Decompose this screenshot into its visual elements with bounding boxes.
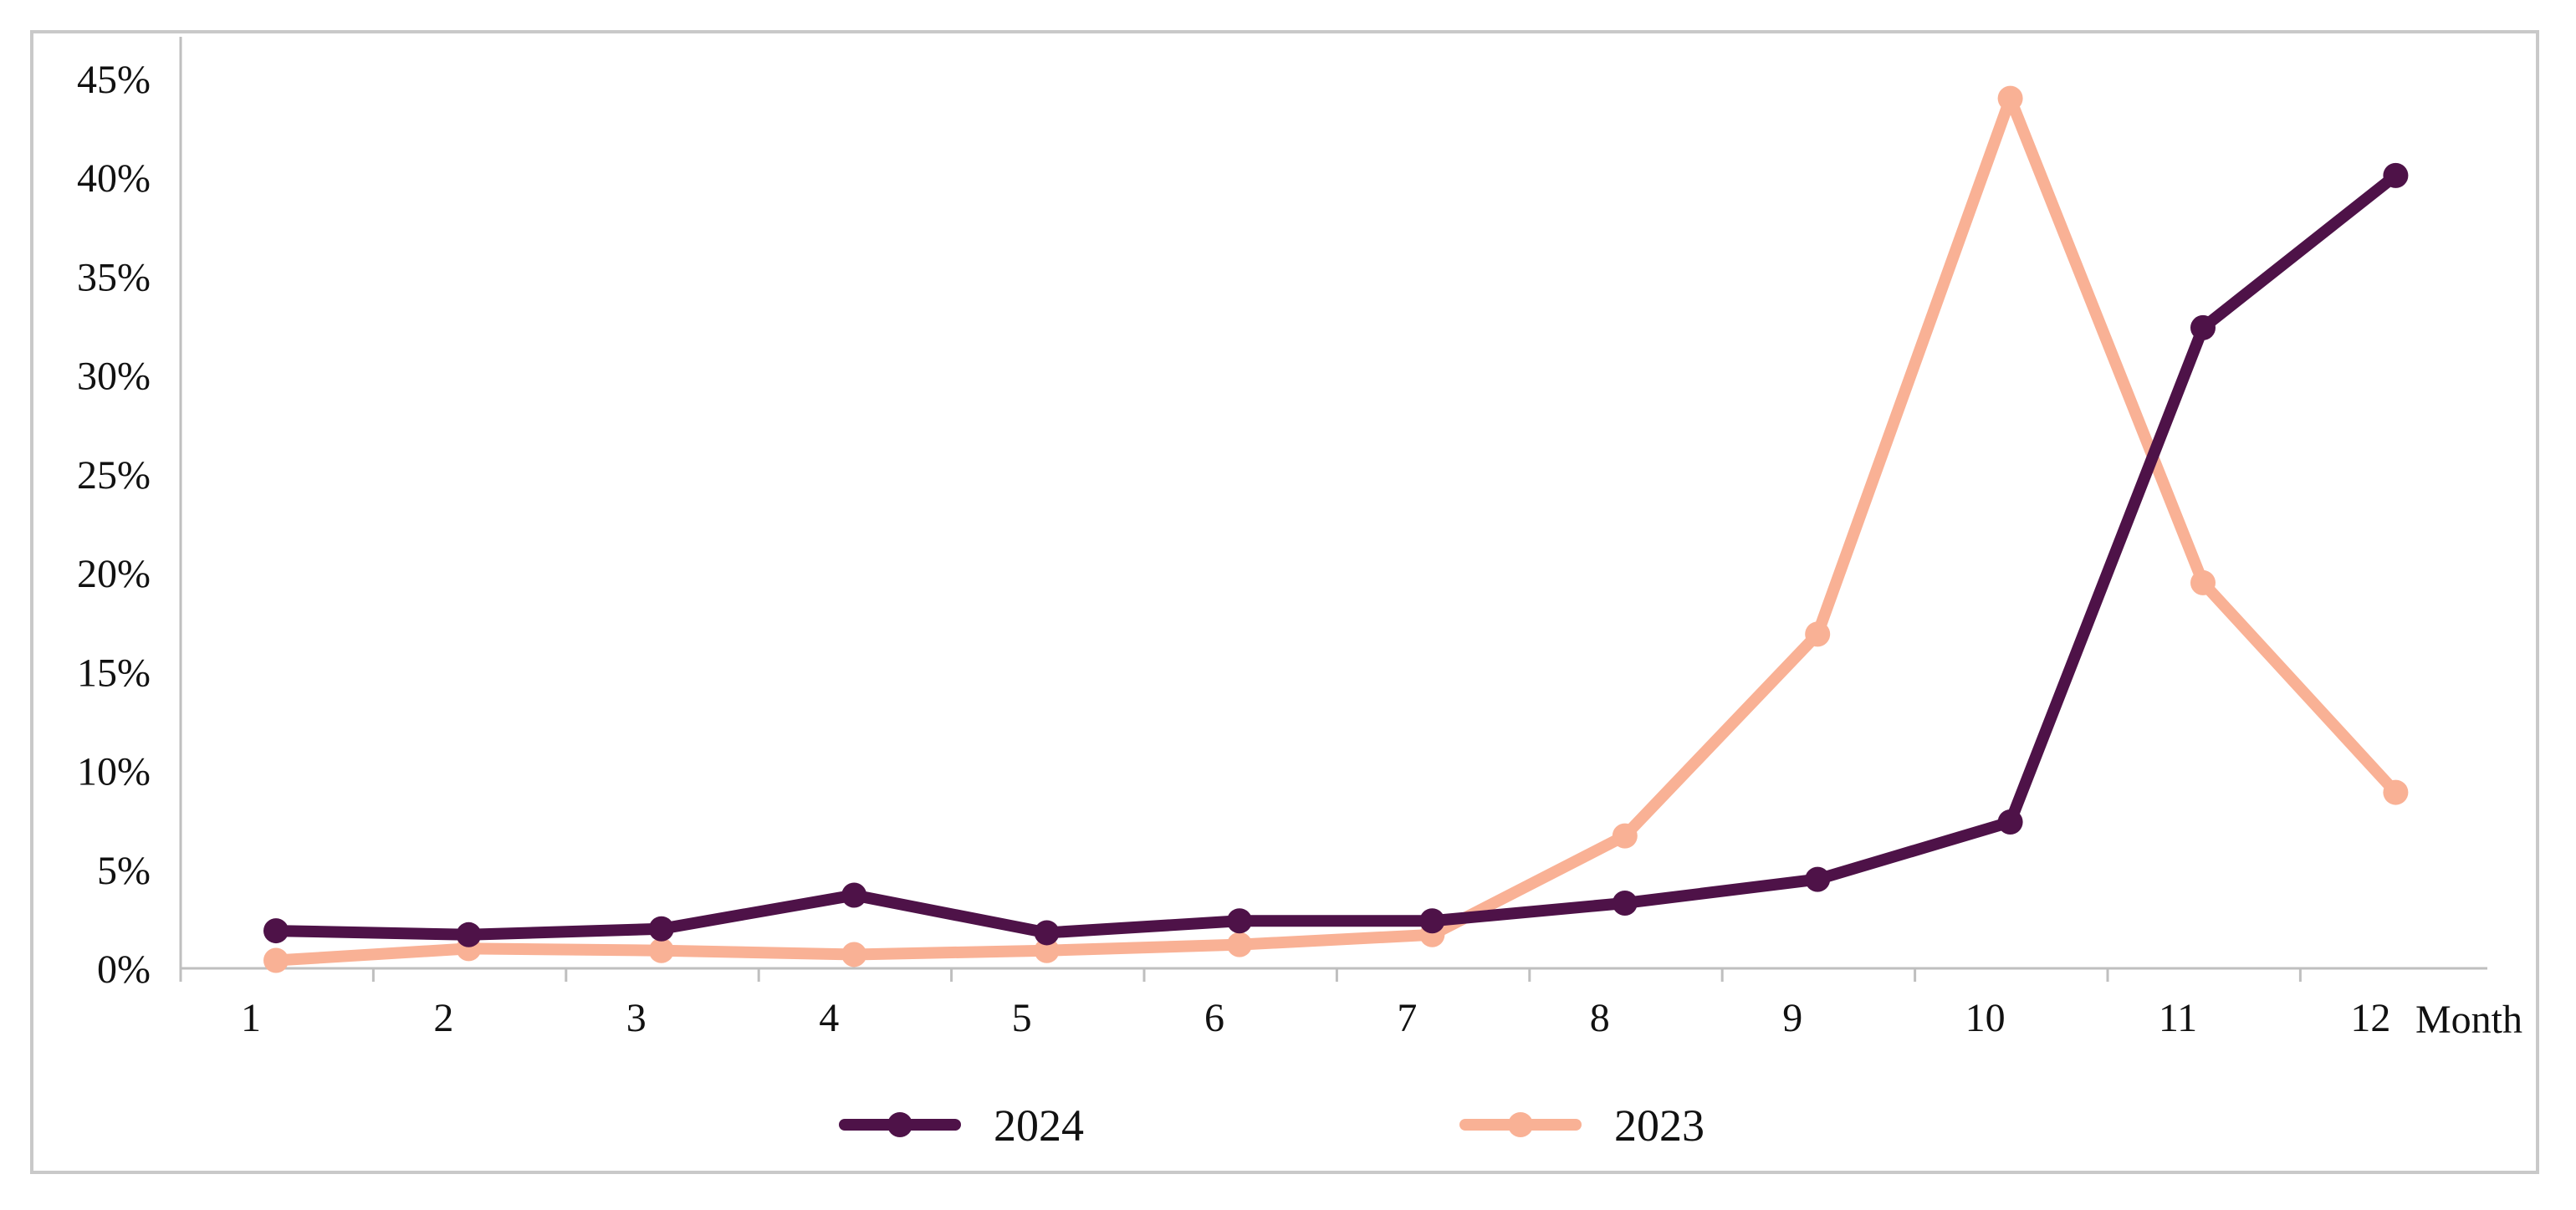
x-tick-label: 6 bbox=[1204, 996, 1224, 1040]
data-point-2024 bbox=[1034, 920, 1060, 946]
series-line-2023 bbox=[270, 92, 2402, 967]
x-tick-label: 9 bbox=[1782, 996, 1802, 1040]
y-tick-label: 20% bbox=[77, 552, 151, 596]
data-point-2023 bbox=[1612, 823, 1638, 849]
x-tick-label: 8 bbox=[1590, 996, 1610, 1040]
data-point-2023 bbox=[1034, 937, 1060, 963]
series-2024 bbox=[263, 162, 2409, 947]
series-2023 bbox=[263, 85, 2409, 973]
legend: 2024 2023 bbox=[839, 1100, 1705, 1151]
data-point-2024 bbox=[1612, 890, 1638, 916]
axes bbox=[179, 37, 2487, 970]
y-axis-ticks: 0% 5% 10% 15% 20% 25% 30% 35% 40% 45% bbox=[77, 58, 151, 992]
y-tick-label: 5% bbox=[97, 849, 151, 893]
legend-item-2024: 2024 bbox=[839, 1100, 1084, 1151]
x-tick-label: 3 bbox=[626, 996, 647, 1040]
chart-frame bbox=[30, 30, 2539, 1174]
y-tick-label: 25% bbox=[77, 453, 151, 498]
x-tick-label: 5 bbox=[1012, 996, 1032, 1040]
x-tick-label: 2 bbox=[433, 996, 453, 1040]
data-point-2024 bbox=[648, 916, 674, 942]
y-tick-label: 0% bbox=[97, 947, 151, 992]
x-axis-title: Month bbox=[2415, 998, 2522, 1042]
x-tick-label: 7 bbox=[1397, 996, 1417, 1040]
data-point-2024 bbox=[1997, 809, 2023, 835]
data-point-2024 bbox=[2190, 314, 2216, 340]
x-axis-ticks: 1 2 3 4 5 6 7 8 9 10 11 12 bbox=[179, 968, 2390, 1040]
y-tick-label: 30% bbox=[77, 355, 151, 399]
y-tick-label: 15% bbox=[77, 651, 151, 695]
x-tick-label: 1 bbox=[241, 996, 261, 1040]
data-point-2024 bbox=[1227, 908, 1252, 934]
x-tick-label: 10 bbox=[1965, 996, 2006, 1040]
x-tick-label: 4 bbox=[819, 996, 839, 1040]
data-point-2023 bbox=[2383, 779, 2409, 805]
legend-marker bbox=[887, 1112, 912, 1137]
data-point-2023 bbox=[1227, 932, 1252, 957]
data-point-2023 bbox=[841, 942, 867, 967]
legend-label: 2023 bbox=[1614, 1100, 1705, 1151]
y-tick-label: 40% bbox=[77, 156, 151, 201]
x-tick-label: 12 bbox=[2350, 996, 2390, 1040]
x-tick-label: 11 bbox=[2159, 996, 2197, 1040]
data-point-2023 bbox=[2190, 569, 2216, 595]
data-point-2024 bbox=[841, 882, 867, 908]
legend-label: 2024 bbox=[994, 1100, 1084, 1151]
legend-item-2023: 2023 bbox=[1459, 1100, 1705, 1151]
y-tick-label: 45% bbox=[77, 58, 151, 102]
y-tick-label: 10% bbox=[77, 750, 151, 794]
data-point-2023 bbox=[1997, 85, 2023, 111]
y-tick-label: 35% bbox=[77, 255, 151, 299]
data-point-2023 bbox=[648, 937, 674, 963]
data-point-2024 bbox=[1419, 908, 1445, 934]
data-point-2024 bbox=[263, 918, 289, 944]
data-point-2024 bbox=[1805, 866, 1831, 892]
data-point-2024 bbox=[456, 922, 482, 947]
legend-marker bbox=[1508, 1112, 1533, 1137]
series-line-2024 bbox=[270, 169, 2402, 941]
data-point-2023 bbox=[1805, 621, 1831, 647]
data-point-2024 bbox=[2383, 162, 2409, 188]
data-point-2023 bbox=[263, 947, 289, 973]
